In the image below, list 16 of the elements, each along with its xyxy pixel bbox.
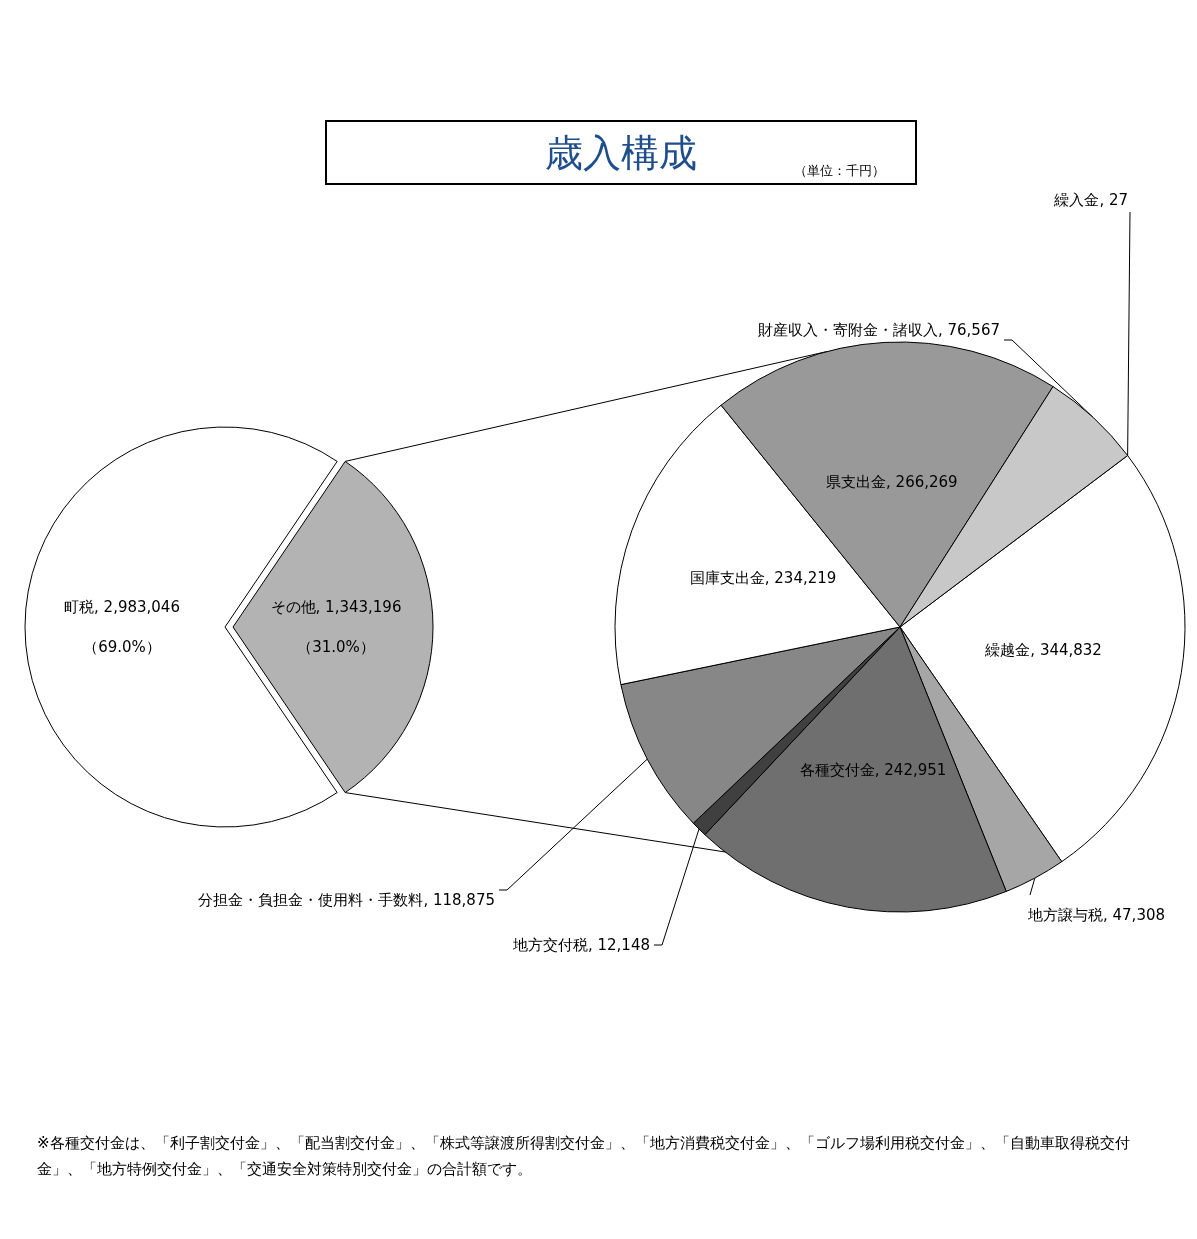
chart-subtitle: （単位：千円） — [794, 162, 885, 180]
chart-title: 歳入構成 — [545, 131, 697, 175]
slice-label: 国庫支出金, 234,219 — [689, 568, 837, 587]
slice-label: 繰越金, 344,832 — [984, 641, 1102, 660]
slice-label: 地方譲与税, 47,308 — [1027, 906, 1166, 924]
slice-label: 財産収入・寄附金・諸収入, 76,567 — [757, 321, 1000, 339]
slice-label: 県支出金, 266,269 — [826, 472, 958, 491]
slice-label: 地方交付税, 12,148 — [511, 936, 650, 954]
text: （69.0%） — [83, 638, 161, 656]
slice-label: 各種交付金, 242,951 — [799, 760, 947, 779]
slice-label: その他, 1,343,196 — [270, 598, 402, 616]
slice-label: 町税, 2,983,046 — [64, 598, 180, 616]
slice-label: 分担金・負担金・使用料・手数料, 118,875 — [198, 891, 495, 909]
text: ※各種交付金は、「利子割交付金」、「配当割交付金」、「株式等譲渡所得割交付金」、「地方消費税交付金」、「ゴルフ場利用税交付金」、「自動車取得税交付金」、「地方特例交付金」、「交通安全対策特別交付金」の合計額です。 — [37, 1133, 1131, 1180]
text: （31.0%） — [297, 638, 375, 656]
slice-label: 繰入金, 27 — [1053, 191, 1128, 209]
